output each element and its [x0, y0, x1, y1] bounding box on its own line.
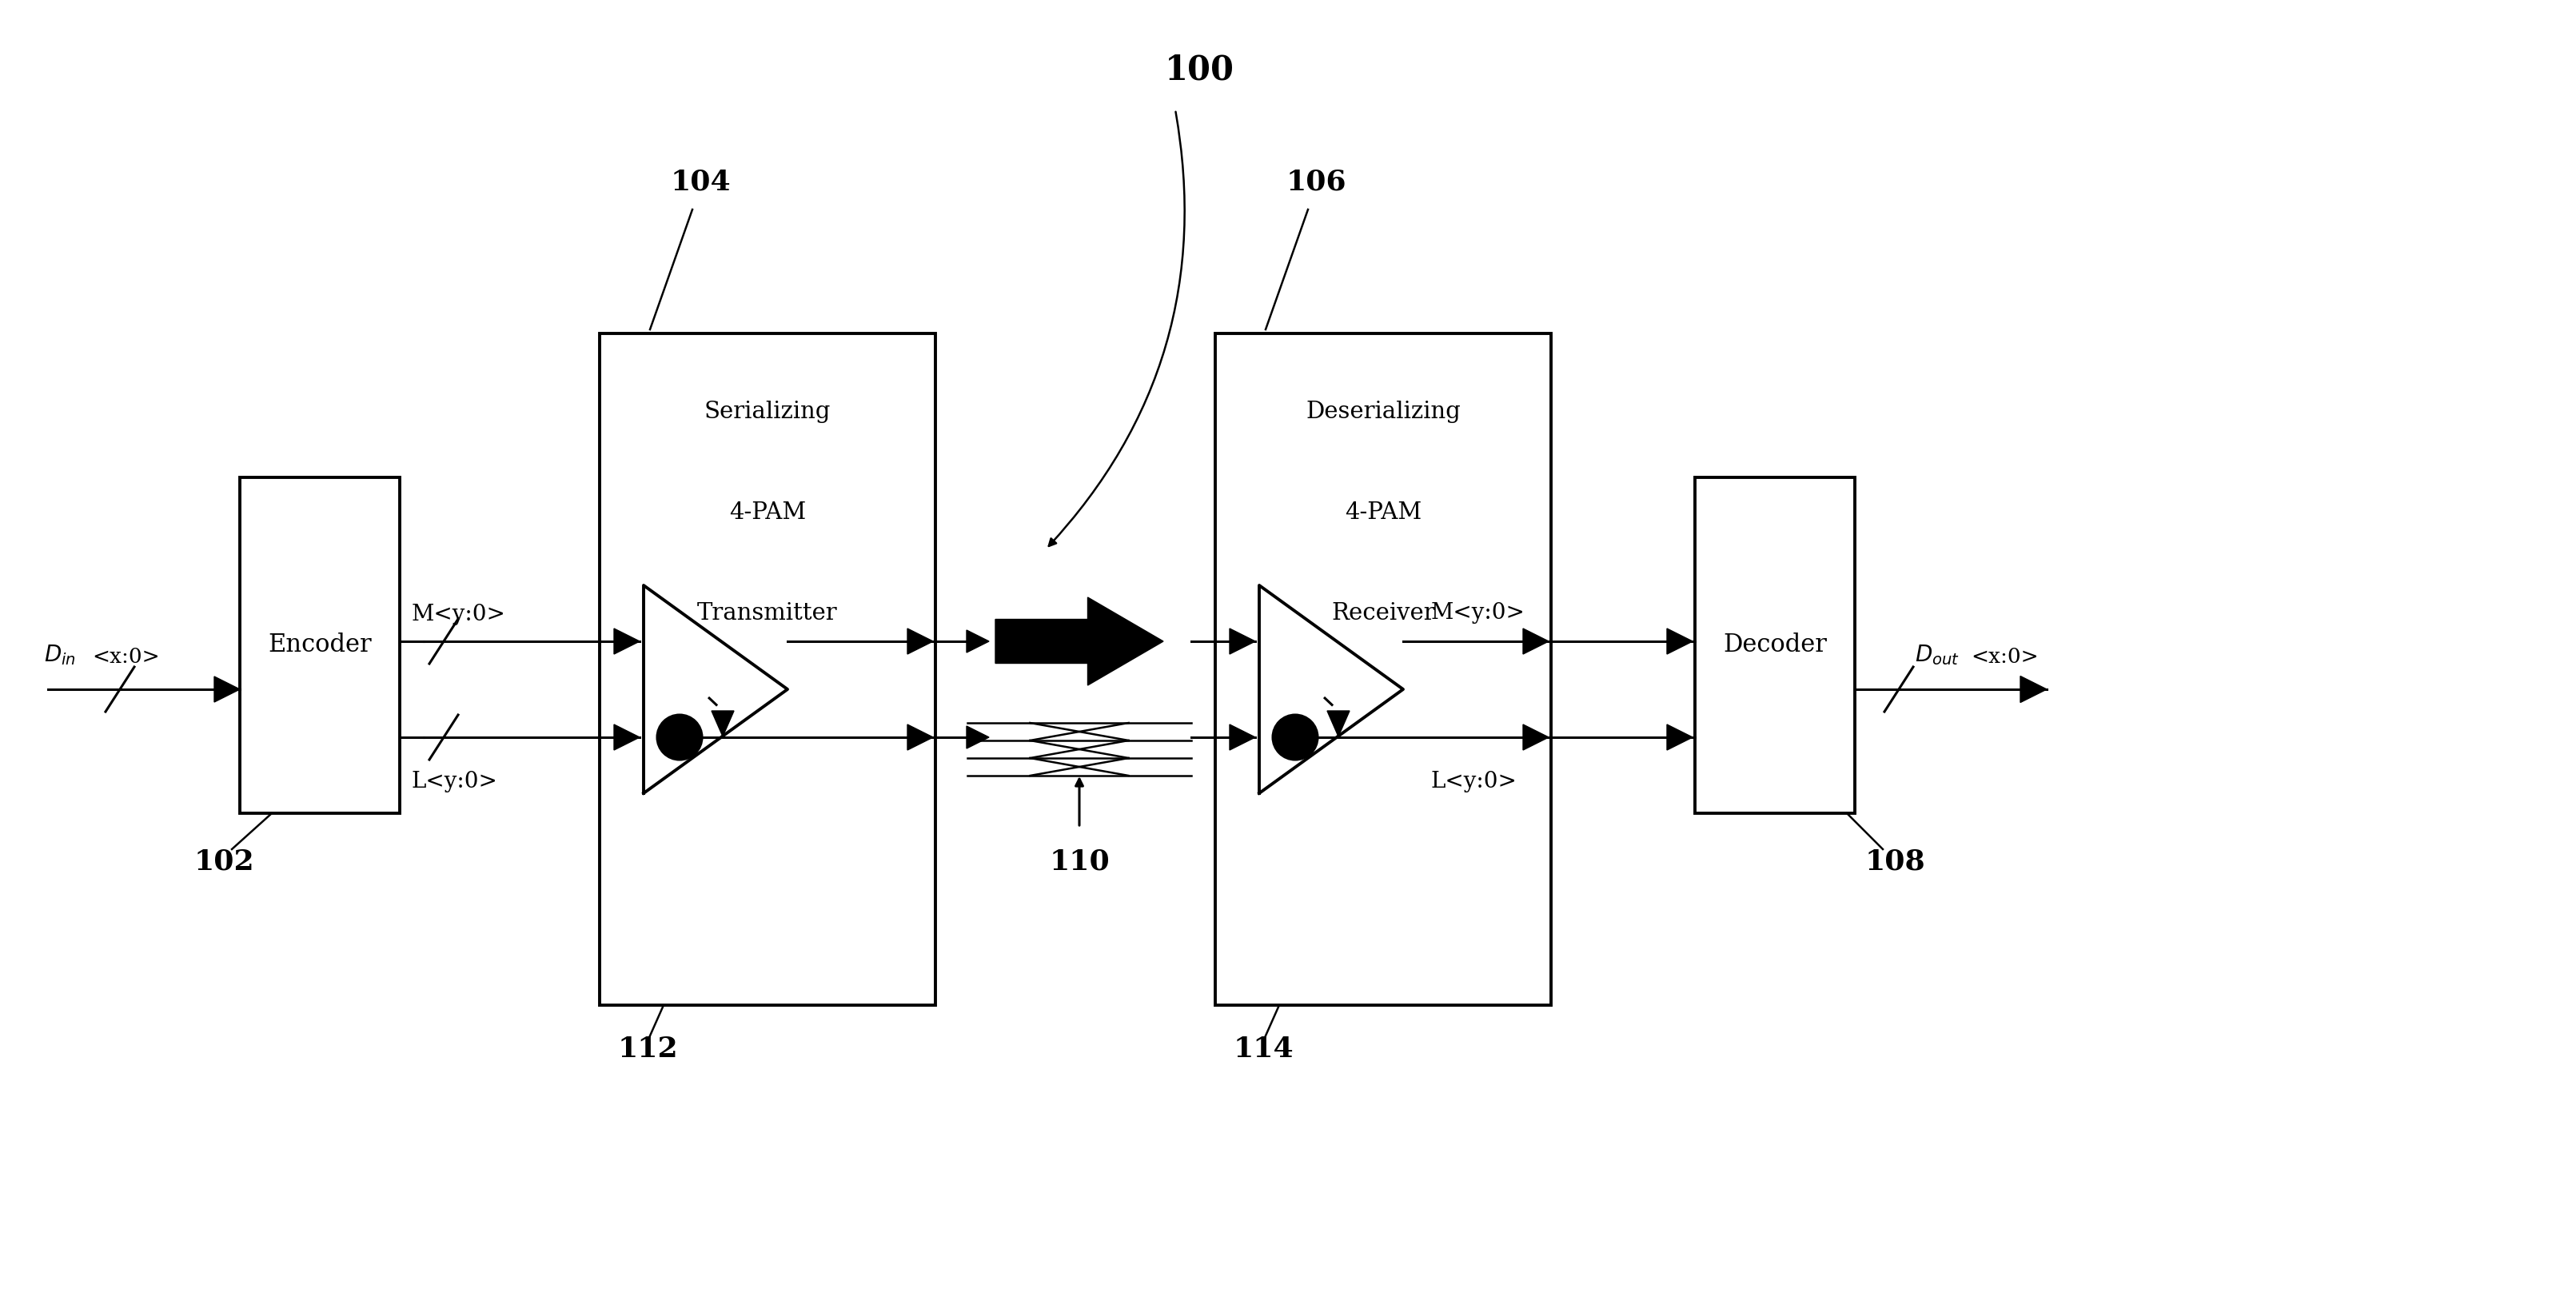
Text: 4-PAM: 4-PAM — [1345, 501, 1422, 524]
Text: 114: 114 — [1231, 1035, 1293, 1063]
Bar — [1216, 334, 1551, 1005]
Text: L<y:0>: L<y:0> — [1430, 771, 1517, 792]
Polygon shape — [1522, 628, 1548, 654]
Text: 106: 106 — [1285, 168, 1345, 195]
Text: 104: 104 — [670, 168, 732, 195]
Polygon shape — [1327, 711, 1350, 737]
Bar — [1695, 478, 1855, 813]
Text: <x:0>: <x:0> — [93, 647, 160, 666]
Bar — [240, 478, 399, 813]
Text: Serializing: Serializing — [703, 401, 829, 423]
Text: Deserializing: Deserializing — [1306, 401, 1461, 423]
Polygon shape — [711, 711, 734, 737]
Polygon shape — [613, 628, 639, 654]
Text: 4-PAM: 4-PAM — [729, 501, 806, 524]
Text: $D_{in}$: $D_{in}$ — [44, 643, 75, 666]
Text: M<y:0>: M<y:0> — [1430, 602, 1525, 623]
Polygon shape — [1522, 724, 1548, 750]
Polygon shape — [994, 597, 1162, 686]
Polygon shape — [2020, 675, 2045, 703]
Text: Transmitter: Transmitter — [698, 602, 837, 624]
Polygon shape — [907, 724, 933, 750]
Polygon shape — [907, 628, 933, 654]
Bar — [600, 334, 935, 1005]
Text: Receiver: Receiver — [1332, 602, 1435, 624]
Polygon shape — [613, 724, 639, 750]
Text: 100: 100 — [1164, 52, 1234, 86]
Polygon shape — [1667, 628, 1692, 654]
Text: 112: 112 — [618, 1035, 677, 1063]
Polygon shape — [1667, 724, 1692, 750]
Polygon shape — [966, 630, 989, 652]
Polygon shape — [966, 726, 989, 749]
Text: Decoder: Decoder — [1723, 634, 1826, 657]
Text: 102: 102 — [193, 848, 255, 874]
Text: L<y:0>: L<y:0> — [412, 771, 497, 792]
Text: <x:0>: <x:0> — [1971, 647, 2038, 666]
Polygon shape — [1229, 724, 1255, 750]
Circle shape — [657, 715, 701, 759]
Polygon shape — [214, 677, 240, 702]
Text: 110: 110 — [1048, 848, 1110, 874]
Text: $D_{out}$: $D_{out}$ — [1914, 643, 1958, 666]
Circle shape — [1273, 715, 1316, 759]
Text: Encoder: Encoder — [268, 634, 371, 657]
Text: 108: 108 — [1865, 848, 1924, 874]
Polygon shape — [1229, 628, 1255, 654]
Text: M<y:0>: M<y:0> — [412, 603, 505, 626]
